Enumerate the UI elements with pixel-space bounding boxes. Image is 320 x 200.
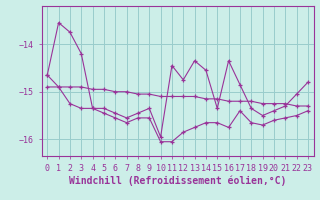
X-axis label: Windchill (Refroidissement éolien,°C): Windchill (Refroidissement éolien,°C) <box>69 175 286 186</box>
